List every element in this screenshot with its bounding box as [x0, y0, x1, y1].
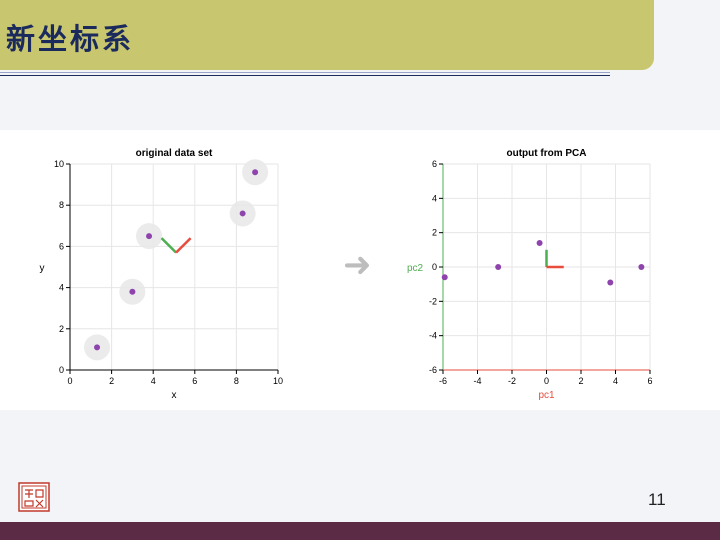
x-tick-label: 4 — [613, 376, 618, 386]
data-point — [129, 288, 136, 295]
x-axis-label: pc1 — [538, 390, 555, 401]
y-axis-label: pc2 — [407, 263, 424, 274]
chart-title: output from PCA — [507, 148, 587, 159]
data-point — [441, 274, 448, 281]
y-tick-label: 6 — [432, 159, 437, 169]
data-point — [239, 210, 246, 217]
y-tick-label: -2 — [429, 296, 437, 306]
x-tick-label: -2 — [508, 376, 516, 386]
x-tick-label: 8 — [234, 376, 239, 386]
data-point — [607, 279, 614, 286]
data-point — [252, 169, 259, 176]
y-tick-label: 4 — [59, 283, 64, 293]
data-point — [495, 264, 502, 270]
x-tick-label: 2 — [578, 376, 583, 386]
footer-bar — [0, 522, 720, 540]
y-tick-label: 10 — [54, 159, 64, 169]
arrow-right-icon: ➜ — [343, 245, 372, 285]
data-point — [146, 233, 153, 240]
y-tick-label: 8 — [59, 200, 64, 210]
x-tick-label: 0 — [67, 376, 72, 386]
chart-1: 0 2 4 6 8 10 0 2 4 6 8 10 original data set x y — [40, 148, 284, 401]
x-tick-label: 6 — [192, 376, 197, 386]
data-point — [94, 344, 101, 351]
data-point — [536, 239, 543, 246]
principal-axis-red — [175, 237, 192, 254]
x-tick-label: -4 — [473, 376, 481, 386]
title-divider-line — [0, 75, 610, 76]
slide-title: 新坐标系 — [6, 22, 135, 56]
chart-title: original data set — [136, 148, 213, 159]
university-seal-icon — [18, 482, 50, 516]
x-tick-label: 6 — [647, 376, 652, 386]
y-tick-label: -4 — [429, 331, 437, 341]
title-divider-line — [0, 72, 610, 73]
x-tick-label: 2 — [109, 376, 114, 386]
y-tick-label: -6 — [429, 365, 437, 375]
chart-2: -6 -4 -2 0 2 4 6 -6 -4 -2 0 2 4 6 output from PCA pc1 pc… — [407, 148, 653, 401]
x-tick-label: 4 — [151, 376, 156, 386]
x-axis-label: x — [172, 390, 177, 401]
y-tick-label: 2 — [59, 324, 64, 334]
figure-panel — [0, 130, 720, 410]
y-tick-label: 6 — [59, 241, 64, 251]
y-tick-label: 0 — [59, 365, 64, 375]
x-tick-label: 0 — [544, 376, 549, 386]
data-point — [638, 264, 645, 270]
x-tick-label: -6 — [439, 376, 447, 386]
principal-axis-green — [160, 237, 177, 254]
page-number: 11 — [648, 490, 666, 509]
y-axis-label: y — [40, 263, 45, 274]
y-tick-label: 2 — [432, 228, 437, 238]
y-tick-label: 0 — [432, 262, 437, 272]
title-bar: 新坐标系 — [0, 0, 654, 70]
pca-figure: 0 2 4 6 8 10 0 2 4 6 8 10 original data set x y -6 -4 -2 0… — [40, 148, 653, 401]
y-tick-label: 4 — [432, 193, 437, 203]
x-tick-label: 10 — [273, 376, 283, 386]
